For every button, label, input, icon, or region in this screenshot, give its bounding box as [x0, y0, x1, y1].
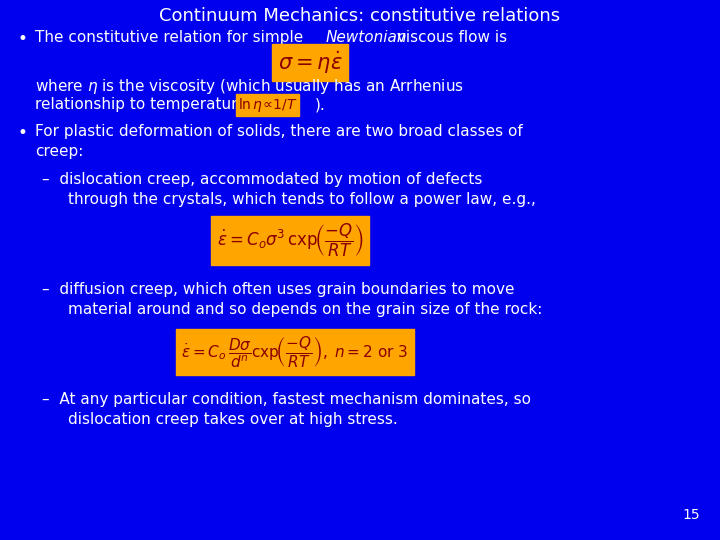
Text: material around and so depends on the grain size of the rock:: material around and so depends on the gr… — [68, 302, 542, 317]
Text: •: • — [18, 30, 28, 48]
Text: –  diffusion creep, which often uses grain boundaries to move: – diffusion creep, which often uses grai… — [42, 282, 515, 297]
Text: 15: 15 — [683, 508, 700, 522]
Text: $\dot{\varepsilon} = C_o\sigma^3\,\mathrm{cxp}\!\left(\dfrac{-Q}{RT}\right)$: $\dot{\varepsilon} = C_o\sigma^3\,\mathr… — [217, 222, 364, 259]
Text: •: • — [18, 124, 28, 142]
Text: –  At any particular condition, fastest mechanism dominates, so: – At any particular condition, fastest m… — [42, 392, 531, 407]
Text: dislocation creep takes over at high stress.: dislocation creep takes over at high str… — [68, 412, 397, 427]
Text: $\sigma = \eta\dot{\varepsilon}$: $\sigma = \eta\dot{\varepsilon}$ — [278, 49, 342, 76]
Text: Continuum Mechanics: constitutive relations: Continuum Mechanics: constitutive relati… — [159, 7, 561, 25]
Text: For plastic deformation of solids, there are two broad classes of: For plastic deformation of solids, there… — [35, 124, 523, 139]
Text: Newtonian: Newtonian — [326, 30, 408, 45]
Text: viscous flow is: viscous flow is — [392, 30, 507, 45]
Text: –  dislocation creep, accommodated by motion of defects: – dislocation creep, accommodated by mot… — [42, 172, 482, 187]
Text: where $\eta$ is the viscosity (which usually has an Arrhenius: where $\eta$ is the viscosity (which usu… — [35, 77, 464, 96]
Text: creep:: creep: — [35, 144, 84, 159]
Text: $\dot{\varepsilon} = C_o\,\dfrac{D\sigma}{d^n}\mathrm{cxp}\!\left(\dfrac{-Q}{RT}: $\dot{\varepsilon} = C_o\,\dfrac{D\sigma… — [181, 334, 408, 369]
Text: $\ln\eta\!\propto\!1/T$: $\ln\eta\!\propto\!1/T$ — [238, 96, 297, 114]
Text: relationship to temperature:: relationship to temperature: — [35, 97, 256, 112]
Text: ).: ). — [315, 97, 325, 112]
Text: The constitutive relation for simple: The constitutive relation for simple — [35, 30, 308, 45]
Text: through the crystals, which tends to follow a power law, e.g.,: through the crystals, which tends to fol… — [68, 192, 536, 207]
